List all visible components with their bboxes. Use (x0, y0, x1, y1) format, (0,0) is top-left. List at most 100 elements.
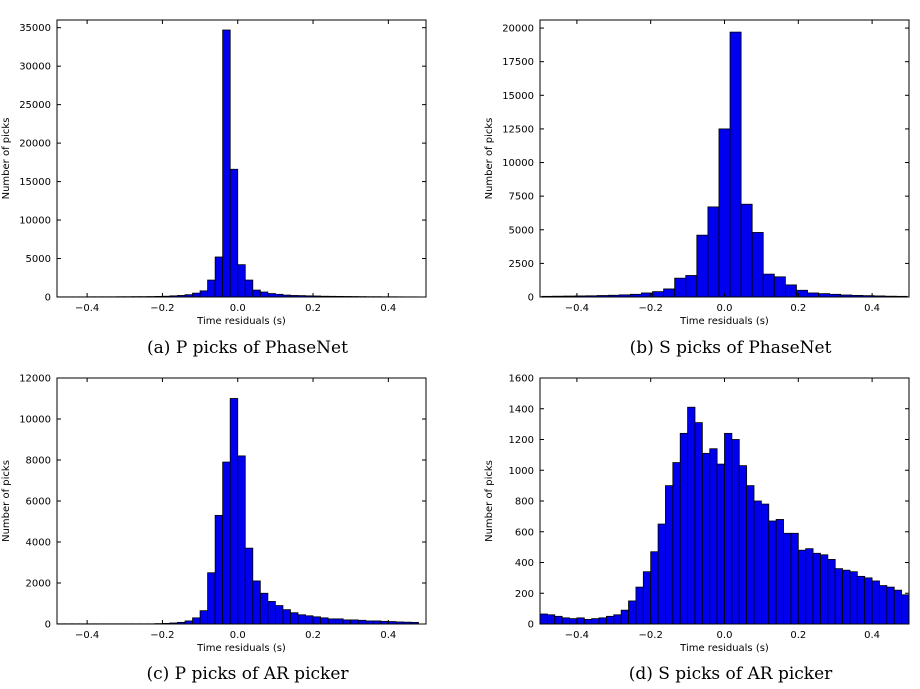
histogram-bar (709, 448, 718, 624)
y-tick-label: 5000 (509, 225, 534, 236)
histogram-bar (282, 609, 291, 624)
y-tick-label: 2500 (509, 259, 534, 270)
histogram-bar (707, 206, 720, 297)
plot-frame (56, 19, 427, 298)
x-tick-label: 0.4 (864, 630, 880, 641)
y-axis-label: Number of picks (1, 460, 12, 542)
y-tick-label: 15000 (19, 177, 51, 188)
x-tick-label: 0.0 (717, 630, 733, 641)
histogram-bar (628, 600, 637, 624)
histogram-bar (775, 519, 784, 624)
x-tick-label: −0.4 (75, 630, 99, 641)
y-tick-label: 10000 (19, 415, 51, 426)
y-tick-label: 0 (45, 620, 51, 631)
histogram-bar (222, 461, 231, 624)
x-tick-label: 0.4 (380, 630, 396, 641)
histogram-bar (267, 293, 276, 297)
x-tick-label: −0.4 (75, 303, 99, 314)
y-tick-label: 5000 (26, 254, 51, 265)
histogram-bar (827, 559, 836, 624)
histogram-bar (312, 616, 321, 624)
histogram-bar (740, 203, 753, 297)
histogram-bar (620, 609, 629, 624)
y-axis-label: Number of picks (484, 118, 495, 200)
histogram-bar (554, 615, 563, 624)
histogram-bar (305, 615, 314, 624)
histogram-bar (222, 29, 231, 297)
histogram-bar (818, 293, 831, 297)
histogram-bar (252, 289, 261, 297)
panel-b-s-picks-phasenet: −0.4 −0.2 0.0 0.2 0.4 0 2500 5000 7500 10000 12500… (484, 19, 910, 358)
histogram-bar (259, 592, 269, 624)
histogram-bar (687, 406, 696, 624)
histogram-bar (290, 612, 299, 624)
histogram-bar (327, 618, 337, 624)
histogram-bar (274, 605, 284, 624)
histogram-bar (665, 485, 674, 624)
histogram-bar (790, 532, 799, 624)
histogram-bar (583, 618, 593, 624)
histogram-bar (879, 585, 888, 624)
histogram-bar (729, 31, 742, 297)
y-tick-label: 1600 (509, 374, 534, 385)
histogram-bar (731, 439, 740, 624)
histogram-bar (576, 617, 585, 624)
y-tick-label: 8000 (26, 456, 51, 467)
y-tick-label: 25000 (19, 100, 51, 111)
histogram-bar (214, 514, 224, 624)
histogram-bar (229, 398, 239, 624)
x-axis-label: Time residuals (s) (679, 643, 769, 654)
histogram-bar (598, 617, 607, 624)
histogram-bar (672, 462, 681, 624)
histogram-bar (244, 547, 254, 624)
histogram-bar (214, 256, 224, 297)
y-tick-label: 1400 (509, 404, 534, 415)
x-axis-label: Time residuals (s) (679, 316, 769, 327)
y-tick-label: 12000 (19, 374, 51, 385)
histogram-bar (350, 619, 359, 624)
histogram-bar (335, 618, 344, 624)
y-tick-label: 2000 (26, 579, 51, 590)
histogram-bar (357, 619, 367, 624)
histogram-bar (569, 618, 578, 624)
x-tick-label: −0.4 (565, 303, 589, 314)
histogram-bar (561, 617, 570, 624)
x-tick-label: −0.2 (639, 303, 663, 314)
y-axis-label: Number of picks (1, 118, 12, 200)
x-tick-label: −0.2 (639, 630, 663, 641)
y-tick-label: 600 (515, 527, 534, 538)
histogram-bars (57, 398, 419, 624)
y-tick-label: 200 (515, 589, 534, 600)
y-tick-label: 800 (515, 497, 534, 508)
panel-caption: (a) P picks of PhaseNet (147, 338, 348, 358)
histogram-bar (753, 500, 762, 624)
histogram-bar (812, 552, 821, 624)
x-tick-label: −0.4 (565, 630, 589, 641)
panel-d-s-picks-ar-picker: −0.4 −0.2 0.0 0.2 0.4 0 200 400 600 800 1000 1200 14… (484, 374, 910, 684)
histogram-bar (694, 422, 703, 624)
histogram-bar (864, 577, 873, 624)
histogram-bar (546, 614, 556, 624)
histogram-bar (773, 276, 786, 297)
histogram-bar (701, 452, 711, 624)
x-tick-label: 0.4 (864, 303, 880, 314)
histogram-bar (650, 551, 659, 624)
y-tick-label: 30000 (19, 62, 51, 73)
histogram-bar (849, 571, 858, 624)
histogram-bar (674, 277, 687, 297)
y-tick-label: 20000 (502, 24, 534, 35)
x-axis-label: Time residuals (s) (196, 643, 286, 654)
histogram-bar (746, 485, 755, 624)
histogram-bar (768, 520, 777, 624)
histogram-bar (606, 615, 615, 624)
histogram-bar (718, 128, 731, 297)
histogram-bar (642, 571, 652, 624)
histogram-bar (762, 273, 775, 297)
x-tick-label: 0.2 (790, 303, 806, 314)
histogram-bar (244, 279, 254, 297)
panel-c-p-picks-ar-picker: −0.4 −0.2 0.0 0.2 0.4 0 2000 4000 6000 8000 10000 1… (1, 374, 427, 684)
histogram-bar (192, 617, 201, 624)
y-tick-label: 400 (515, 558, 534, 569)
histogram-bars (540, 406, 909, 624)
